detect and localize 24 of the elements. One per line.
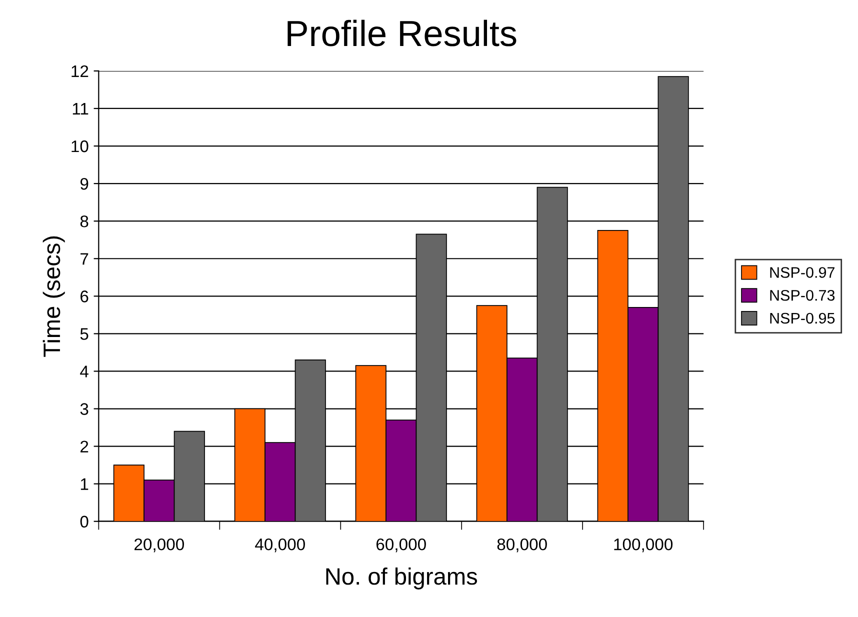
chart-title: Profile Results — [288, 20, 516, 46]
x-tick-label: 80,000 — [497, 538, 547, 552]
y-tick-label: 4 — [80, 366, 88, 378]
legend-label: NSP-0.95 — [770, 312, 835, 324]
x-tick-label: 100,000 — [614, 538, 673, 552]
y-tick-label: 3 — [80, 403, 88, 415]
y-tick-label: 7 — [80, 253, 88, 265]
y-tick-label: 5 — [80, 328, 88, 340]
legend-label: NSP-0.97 — [770, 267, 834, 278]
x-tick-label: 40,000 — [255, 538, 305, 552]
y-tick-label: 1 — [80, 478, 88, 490]
legend-label: NSP-0.73 — [770, 290, 835, 301]
y-tick-label: 2 — [80, 440, 88, 452]
x-tick-label: 60,000 — [376, 538, 426, 552]
y-tick-label: 8 — [80, 215, 88, 228]
y-tick-label: 10 — [72, 140, 88, 152]
y-axis-title: Time (secs) — [42, 236, 65, 357]
y-tick-label: 0 — [80, 516, 88, 528]
y-tick-label: 11 — [72, 103, 88, 115]
y-tick-label: 12 — [72, 65, 88, 77]
y-tick-label: 6 — [80, 290, 88, 302]
y-tick-label: 9 — [80, 178, 88, 190]
x-tick-label: 20,000 — [134, 538, 184, 552]
x-axis-title: No. of bigrams — [326, 567, 478, 590]
